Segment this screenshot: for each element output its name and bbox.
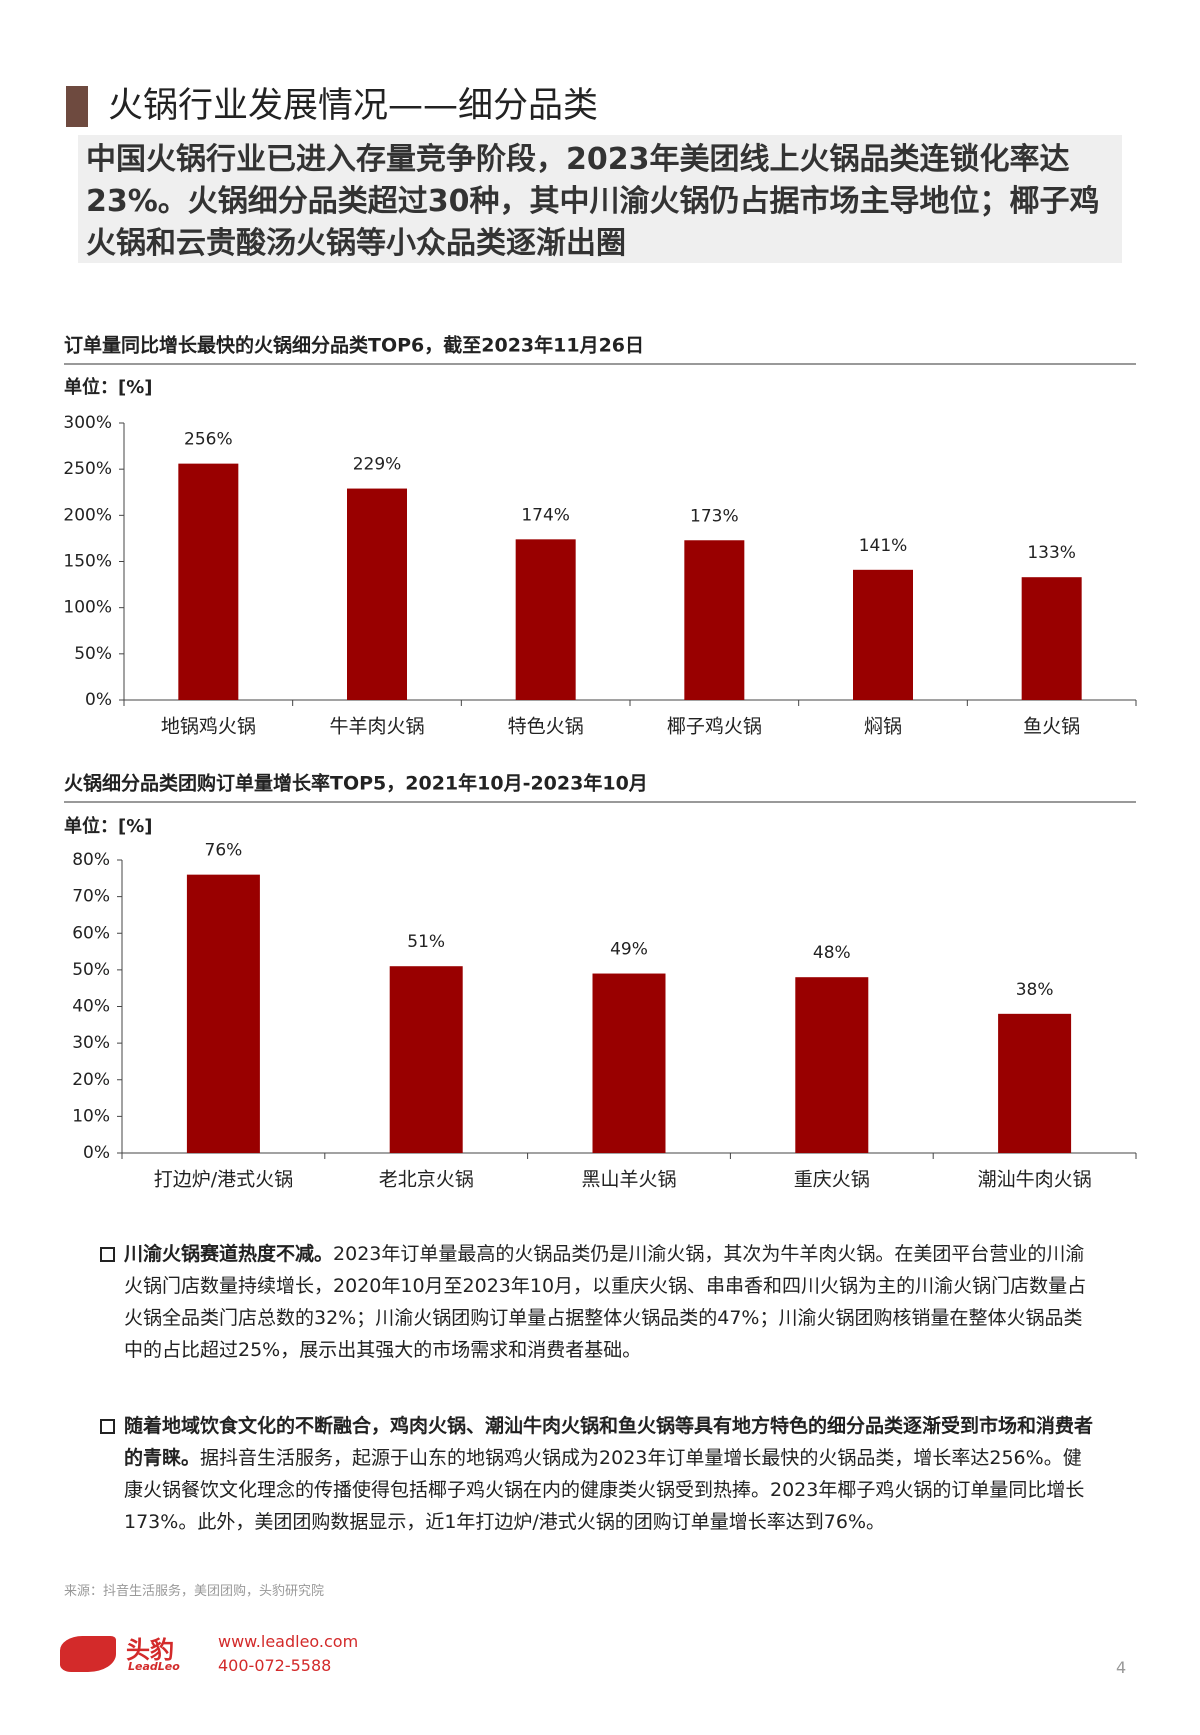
chart-title: 订单量同比增长最快的火锅细分品类TOP6，截至2023年11月26日 xyxy=(64,334,644,357)
x-tick-label: 老北京火锅 xyxy=(379,1169,474,1191)
value-label: 174% xyxy=(521,505,570,525)
bullet-body: 2023年订单量最高的火锅品类仍是川渝火锅，其次为牛羊肉火锅。在美团平台营业的川… xyxy=(124,1243,1087,1361)
bar xyxy=(795,977,869,1153)
bullet-bold: 川渝火锅赛道热度不减。 xyxy=(124,1243,334,1265)
x-tick-label: 牛羊肉火锅 xyxy=(329,716,424,738)
value-label: 133% xyxy=(1027,543,1076,563)
y-tick-label: 40% xyxy=(72,997,110,1017)
bar xyxy=(684,540,745,700)
y-tick-label: 50% xyxy=(74,644,112,664)
y-tick-label: 100% xyxy=(63,598,112,618)
y-tick-label: 30% xyxy=(72,1033,110,1053)
source: 来源：抖音生活服务，美团团购，头豹研究院 xyxy=(64,1584,325,1599)
bar xyxy=(389,966,463,1153)
phone: 400-072-5588 xyxy=(218,1656,332,1675)
page-number: 4 xyxy=(1116,1658,1127,1677)
brand-en: LeadLeo xyxy=(128,1660,180,1673)
bar xyxy=(853,569,913,700)
x-tick-label: 地锅鸡火锅 xyxy=(161,716,256,738)
x-tick-label: 打边炉/港式火锅 xyxy=(154,1169,293,1191)
value-label: 38% xyxy=(1016,980,1054,1000)
brand: 头豹 xyxy=(126,1636,174,1664)
subtitle: 中国火锅行业已进入存量竞争阶段，2023年美团线上火锅品类连锁化率达23%。火锅… xyxy=(78,135,1122,263)
value-label: 49% xyxy=(610,940,648,960)
x-tick-label: 椰子鸡火锅 xyxy=(667,716,762,738)
value-label: 76% xyxy=(205,841,243,861)
value-label: 141% xyxy=(859,536,908,556)
value-label: 48% xyxy=(813,943,851,963)
y-tick-label: 50% xyxy=(72,960,110,980)
value-label: 173% xyxy=(690,506,739,526)
value-label: 229% xyxy=(353,455,402,475)
value-label: 256% xyxy=(184,430,233,450)
y-tick-label: 70% xyxy=(72,887,110,907)
bar xyxy=(592,973,666,1153)
x-tick-label: 焖锅 xyxy=(864,716,902,738)
y-tick-label: 200% xyxy=(63,505,112,525)
x-tick-label: 黑山羊火锅 xyxy=(581,1169,676,1191)
website: www.leadleo.com xyxy=(218,1632,359,1651)
bullet-box xyxy=(100,1419,115,1434)
bullet: 川渝火锅赛道热度不减。2023年订单量最高的火锅品类仍是川渝火锅，其次为牛羊肉火… xyxy=(100,1238,1100,1366)
logo-icon xyxy=(60,1636,116,1672)
bullet-text: 川渝火锅赛道热度不减。2023年订单量最高的火锅品类仍是川渝火锅，其次为牛羊肉火… xyxy=(124,1238,1100,1366)
x-tick-label: 鱼火锅 xyxy=(1023,716,1080,738)
y-tick-label: 300% xyxy=(63,413,112,433)
x-tick-label: 潮汕牛肉火锅 xyxy=(978,1169,1092,1191)
bar xyxy=(515,539,576,700)
bullet: 随着地域饮食文化的不断融合，鸡肉火锅、潮汕牛肉火锅和鱼火锅等具有地方特色的细分品… xyxy=(100,1410,1100,1538)
page-title: 火锅行业发展情况——细分品类 xyxy=(108,86,599,126)
header-mark xyxy=(66,86,88,127)
x-tick-label: 重庆火锅 xyxy=(794,1169,870,1191)
bar xyxy=(178,463,239,700)
bar xyxy=(998,1013,1072,1153)
bullet-bold: 随着地域饮食文化的不断融合，鸡肉火锅、潮汕牛肉火锅和鱼火锅等具有地方特色的细分品… xyxy=(124,1415,1094,1469)
y-tick-label: 150% xyxy=(63,552,112,572)
bar xyxy=(347,488,407,700)
y-tick-label: 60% xyxy=(72,923,110,943)
bullet-box xyxy=(100,1247,115,1262)
y-tick-label: 250% xyxy=(63,459,112,479)
y-tick-label: 20% xyxy=(72,1070,110,1090)
y-tick-label: 0% xyxy=(85,690,112,710)
bar xyxy=(186,874,260,1153)
value-label: 51% xyxy=(407,932,445,952)
unit-label: 单位：[%] xyxy=(64,376,153,398)
x-tick-label: 特色火锅 xyxy=(508,716,584,738)
chart-title: 火锅细分品类团购订单量增长率TOP5，2021年10月-2023年10月 xyxy=(64,772,648,795)
bullet-body: 据抖音生活服务，起源于山东的地锅鸡火锅成为2023年订单量增长最快的火锅品类，增… xyxy=(124,1447,1085,1533)
bullet-text: 随着地域饮食文化的不断融合，鸡肉火锅、潮汕牛肉火锅和鱼火锅等具有地方特色的细分品… xyxy=(124,1410,1100,1538)
y-tick-label: 0% xyxy=(83,1143,110,1163)
bar xyxy=(1021,577,1082,700)
unit-label: 单位：[%] xyxy=(64,815,153,837)
y-tick-label: 80% xyxy=(72,850,110,870)
y-tick-label: 10% xyxy=(72,1106,110,1126)
